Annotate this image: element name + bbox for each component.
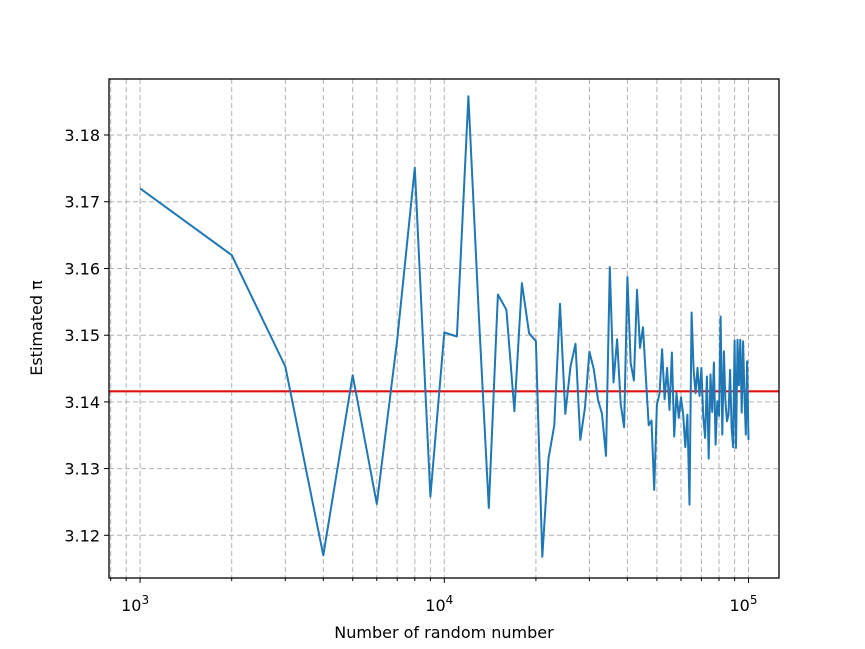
x-axis-title: Number of random number: [334, 623, 554, 642]
x-tick-label: 105: [730, 593, 758, 615]
y-tick-label: 3.16: [64, 260, 100, 279]
grid: [109, 79, 779, 578]
x-tick-label: 104: [425, 593, 453, 615]
y-tick-label: 3.15: [64, 326, 100, 345]
x-tick-label: 103: [121, 593, 149, 615]
x-tick-labels: 103 104 105: [121, 593, 757, 615]
y-axis-title: Estimated π: [27, 280, 46, 376]
y-tick-label: 3.18: [64, 126, 100, 145]
y-tick-labels: 3.12 3.13 3.14 3.15 3.16 3.17 3.18: [64, 126, 100, 545]
series-group: [139, 95, 750, 558]
y-tick-label: 3.17: [64, 193, 100, 212]
y-tick-label: 3.13: [64, 460, 100, 479]
y-tick-label: 3.12: [64, 526, 100, 545]
y-tick-label: 3.14: [64, 393, 100, 412]
series-line: [139, 95, 750, 558]
ticks: [104, 134, 749, 583]
